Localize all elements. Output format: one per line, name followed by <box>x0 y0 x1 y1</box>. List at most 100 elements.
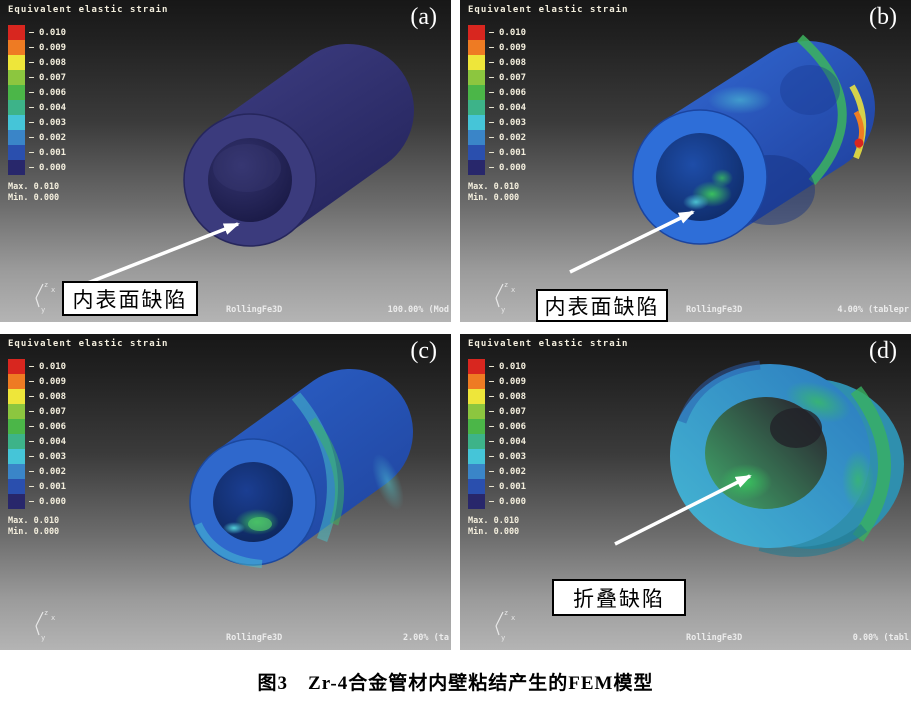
legend-tick <box>29 137 34 138</box>
fem-panel-c: z x y Equivalent elastic strain 0.010 0.00… <box>0 334 451 650</box>
strain-band-green <box>850 386 891 542</box>
legend-color-swatch <box>8 419 25 434</box>
legend-tick <box>489 167 494 168</box>
legend-value: 0.003 <box>499 117 527 128</box>
legend-value: 0.007 <box>39 72 67 83</box>
figure-caption: 图3 Zr-4合金管材内壁粘结产生的FEM模型 <box>257 672 654 694</box>
legend-tick <box>29 62 34 63</box>
strain-band-green <box>796 34 847 185</box>
strain-legend: Equivalent elastic strain 0.010 0.009 0.008… <box>8 339 168 538</box>
legend-color-swatch <box>8 494 25 509</box>
legend-value: 0.000 <box>499 496 527 507</box>
svg-text:x: x <box>511 614 515 622</box>
legend-row: 0.008 <box>468 389 628 404</box>
legend-tick <box>489 366 494 367</box>
legend-maxmin: Max. 0.010 Min. 0.000 <box>468 182 628 204</box>
legend-color-swatch <box>468 130 485 145</box>
legend-color-swatch <box>468 479 485 494</box>
tube-render-d: z x y <box>495 360 904 642</box>
fem-panel-a: z x y Equivalent elastic strain 0.010 0.00… <box>0 0 451 322</box>
legend-tick <box>29 381 34 382</box>
legend-row: 0.010 <box>468 359 628 374</box>
legend-color-swatch <box>8 374 25 389</box>
legend-row: 0.010 <box>8 359 168 374</box>
legend-tick <box>489 471 494 472</box>
legend-row: 0.007 <box>468 70 628 85</box>
legend-min: Min. 0.000 <box>8 193 60 203</box>
legend-color-swatch <box>468 449 485 464</box>
legend-color-swatch <box>468 145 485 160</box>
legend-value: 0.002 <box>499 466 527 477</box>
legend-row: 0.000 <box>468 494 628 509</box>
svg-text:y: y <box>501 634 505 642</box>
legend-tick <box>489 501 494 502</box>
legend-row: 0.000 <box>468 160 628 175</box>
svg-text:y: y <box>501 306 505 314</box>
legend-color-swatch <box>468 464 485 479</box>
legend-color-swatch <box>468 100 485 115</box>
legend-color-swatch <box>8 434 25 449</box>
legend-row: 0.003 <box>8 115 168 130</box>
legend-tick <box>29 501 34 502</box>
legend-tick <box>489 486 494 487</box>
legend-tick <box>29 152 34 153</box>
legend-color-swatch <box>468 374 485 389</box>
strain-legend: Equivalent elastic strain 0.010 0.009 0.008… <box>8 5 168 204</box>
legend-value: 0.010 <box>499 361 527 372</box>
svg-text:y: y <box>41 306 45 314</box>
tube-render-c: z x y <box>35 369 413 642</box>
legend-value: 0.002 <box>499 132 527 143</box>
legend-tick <box>489 47 494 48</box>
panel-letter: (b) <box>869 4 897 30</box>
legend-value: 0.000 <box>39 496 67 507</box>
legend-row: 0.007 <box>468 404 628 419</box>
legend-row: 0.001 <box>468 145 628 160</box>
legend-row: 0.003 <box>468 115 628 130</box>
bore-inner-wall-highlight <box>213 144 281 192</box>
legend-tick <box>489 396 494 397</box>
legend-max: Max. 0.010 <box>8 182 60 192</box>
legend-row: 0.000 <box>8 160 168 175</box>
status-percent: 0.00% (tabl <box>852 633 909 643</box>
legend-color-swatch <box>8 115 25 130</box>
legend-tick <box>29 167 34 168</box>
legend-tick <box>29 77 34 78</box>
legend-tick <box>489 426 494 427</box>
legend-color-swatch <box>468 85 485 100</box>
legend-color-swatch <box>468 70 485 85</box>
bore-strain-green <box>720 464 772 500</box>
legend-tick <box>489 411 494 412</box>
legend-tick <box>489 456 494 457</box>
legend-row: 0.008 <box>8 389 168 404</box>
legend-tick <box>489 92 494 93</box>
legend-color-swatch <box>8 479 25 494</box>
defect-label-box: 内表面缺陷 <box>536 289 668 322</box>
legend-color-swatch <box>8 359 25 374</box>
legend-value: 0.004 <box>39 436 67 447</box>
panel-grid: z x y Equivalent elastic strain 0.010 0.00… <box>0 0 911 650</box>
legend-value: 0.008 <box>39 391 67 402</box>
app-name-label: RollingFe3D <box>226 305 283 315</box>
svg-text:x: x <box>51 286 55 294</box>
status-percent: 4.00% (tablepr <box>837 305 909 315</box>
legend-min: Min. 0.000 <box>468 527 520 537</box>
legend-value: 0.008 <box>499 57 527 68</box>
svg-text:z: z <box>44 281 48 289</box>
legend-row: 0.004 <box>8 434 168 449</box>
bore-strain-green <box>711 169 733 187</box>
legend-color-swatch <box>468 55 485 70</box>
legend-title: Equivalent elastic strain <box>468 5 629 15</box>
svg-text:z: z <box>44 609 48 617</box>
legend-tick <box>489 122 494 123</box>
tube-bore <box>208 138 292 222</box>
annotation-arrow <box>569 210 695 274</box>
legend-value: 0.009 <box>39 42 67 53</box>
legend-tick <box>29 411 34 412</box>
legend-row: 0.010 <box>468 25 628 40</box>
legend-max: Max. 0.010 <box>8 516 60 526</box>
legend-row: 0.008 <box>8 55 168 70</box>
legend-color-swatch <box>8 160 25 175</box>
legend-tick <box>29 396 34 397</box>
svg-text:x: x <box>511 286 515 294</box>
legend-color-swatch <box>8 25 25 40</box>
